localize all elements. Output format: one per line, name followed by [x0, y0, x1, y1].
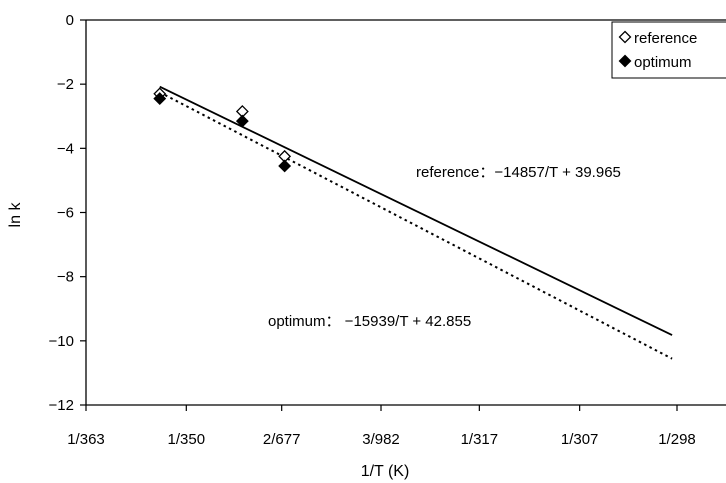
- optimum-equation: optimum： −15939/T + 42.855: [268, 313, 471, 330]
- y-tick-label: 0: [66, 12, 74, 29]
- y-tick-label: −4: [57, 140, 74, 157]
- y-tick-label: −10: [49, 333, 74, 350]
- x-tick-label: 1/363: [67, 431, 105, 448]
- optimum-point: [278, 159, 292, 173]
- reference-legend-marker: [618, 30, 632, 44]
- optimum-fit-line: [159, 91, 673, 360]
- optimum-legend-label: optimum: [634, 54, 692, 71]
- y-tick-label: −2: [57, 76, 74, 93]
- optimum-point: [235, 114, 249, 128]
- optimum-legend-marker: [618, 54, 632, 68]
- y-tick-label: −6: [57, 205, 74, 222]
- y-tick-label: −8: [57, 269, 74, 286]
- y-axis-label: ln k: [7, 202, 24, 228]
- x-tick-label: 3/982: [362, 431, 400, 448]
- x-tick-label: 1/298: [658, 431, 696, 448]
- x-axis: 1/363 1/350 2/677 3/982 1/317 1/307 1/298: [67, 405, 696, 448]
- y-tick-label: −12: [49, 397, 74, 414]
- x-axis-label: 1/T (K): [361, 463, 410, 480]
- fit-lines: [159, 85, 673, 360]
- legend-box: [611, 21, 726, 79]
- x-tick-label: 1/307: [561, 431, 599, 448]
- data-points: [153, 87, 292, 173]
- optimum-point: [153, 92, 167, 106]
- reference-fit-line: [159, 85, 673, 336]
- y-axis: 0 −2 −4 −6 −8 −10 −12: [49, 12, 86, 414]
- x-tick-label: 1/317: [461, 431, 499, 448]
- x-tick-label: 1/350: [168, 431, 206, 448]
- x-tick-label: 2/677: [263, 431, 301, 448]
- legend: reference optimum: [611, 21, 726, 79]
- reference-legend-label: reference: [634, 30, 697, 47]
- reference-equation: reference：−14857/T + 39.965: [416, 164, 621, 181]
